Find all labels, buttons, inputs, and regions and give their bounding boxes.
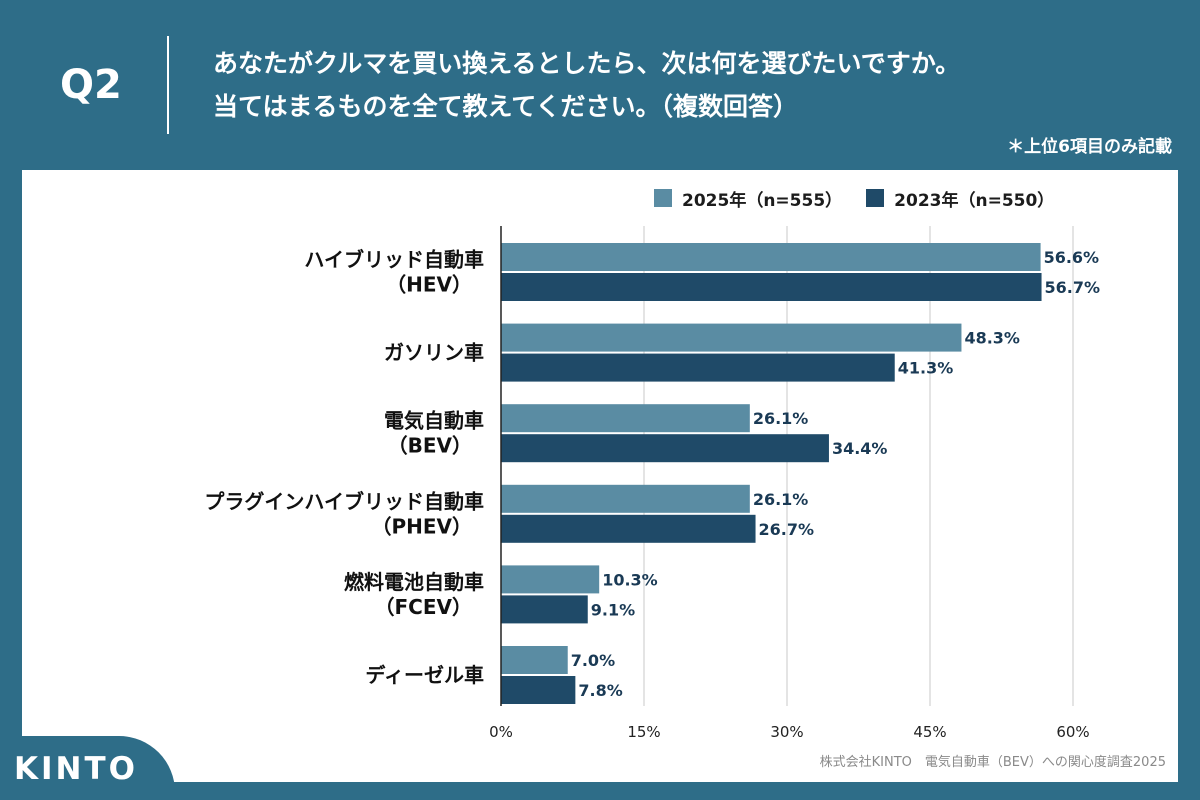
data-label-2025-1: 48.3% xyxy=(964,329,1020,348)
data-label-2023-0: 56.7% xyxy=(1045,278,1101,297)
category-label-2-0: 電気自動車 xyxy=(384,409,484,433)
category-label-1-0: ガソリン車 xyxy=(384,341,484,365)
header-divider xyxy=(167,36,169,134)
legend-item-2023: 2023年（n=550） xyxy=(866,186,1054,211)
legend-label-2025: 2025年（n=555） xyxy=(682,190,843,211)
data-label-2023-2: 34.4% xyxy=(832,439,888,458)
category-label-4-0: 燃料電池自動車 xyxy=(344,570,484,594)
data-label-2025-2: 26.1% xyxy=(753,409,809,428)
data-label-2025-3: 26.1% xyxy=(753,490,809,509)
x-tick-label-30: 30% xyxy=(770,723,803,741)
bar-2023-4 xyxy=(501,595,588,624)
bar-2025-0 xyxy=(501,243,1041,271)
question-line-2: 当てはまるものを全て教えてください。（複数回答） xyxy=(213,92,799,121)
question-text: あなたがクルマを買い換えるとしたら、次は何を選びたいですか。 当てはまるものを全… xyxy=(213,42,1173,128)
bar-2023-1 xyxy=(501,353,895,382)
bar-2025-3 xyxy=(501,484,750,513)
logo-tab xyxy=(0,736,175,800)
data-label-2023-3: 26.7% xyxy=(759,520,815,539)
x-tick-label-15: 15% xyxy=(627,723,660,741)
bar-2023-3 xyxy=(501,514,756,543)
legend-swatch-2023 xyxy=(866,189,885,207)
category-label-0-1: （HEV） xyxy=(386,273,472,297)
bar-2025-2 xyxy=(501,404,750,433)
category-label-2-1: （BEV） xyxy=(388,434,472,458)
data-label-2023-4: 9.1% xyxy=(591,600,635,619)
question-line-1: あなたがクルマを買い換えるとしたら、次は何を選びたいですか。 xyxy=(213,49,961,78)
header: Q2 あなたがクルマを買い換えるとしたら、次は何を選びたいですか。 当てはまるも… xyxy=(0,0,1200,170)
bar-2023-5 xyxy=(501,676,576,704)
bar-2025-5 xyxy=(501,646,568,674)
source-credit: 株式会社KINTO 電気自動車（BEV）への関心度調査2025 xyxy=(819,755,1166,770)
legend-item-2025: 2025年（n=555） xyxy=(654,186,842,211)
chart-panel xyxy=(22,170,1178,782)
x-tick-label-45: 45% xyxy=(913,723,946,741)
data-label-2025-0: 56.6% xyxy=(1044,248,1100,267)
bar-2023-2 xyxy=(501,434,829,463)
category-label-3-1: （PHEV） xyxy=(371,514,472,538)
x-tick-label-60: 60% xyxy=(1056,723,1089,741)
category-label-4-1: （FCEV） xyxy=(375,595,472,619)
top6-note: ＊上位6項目のみ記載 xyxy=(1007,137,1172,157)
data-label-2025-5: 7.0% xyxy=(571,651,615,670)
legend-label-2023: 2023年（n=550） xyxy=(894,190,1055,211)
category-label-5-0: ディーゼル車 xyxy=(365,663,484,687)
kinto-logo: KINTO xyxy=(14,751,138,787)
legend: 2025年（n=555） 2023年（n=550） xyxy=(654,186,1078,211)
question-label: Q2 xyxy=(60,62,122,108)
category-label-3-0: プラグインハイブリッド自動車 xyxy=(204,489,484,513)
x-tick-label-0: 0% xyxy=(489,723,513,741)
data-label-2023-1: 41.3% xyxy=(898,359,954,378)
legend-swatch-2025 xyxy=(654,189,672,207)
bar-2025-1 xyxy=(501,323,962,352)
category-label-0-0: ハイブリッド自動車 xyxy=(304,248,484,272)
data-label-2025-4: 10.3% xyxy=(602,570,658,589)
bar-2025-4 xyxy=(501,565,600,594)
bar-2023-0 xyxy=(501,273,1042,301)
data-label-2023-5: 7.8% xyxy=(578,681,622,700)
